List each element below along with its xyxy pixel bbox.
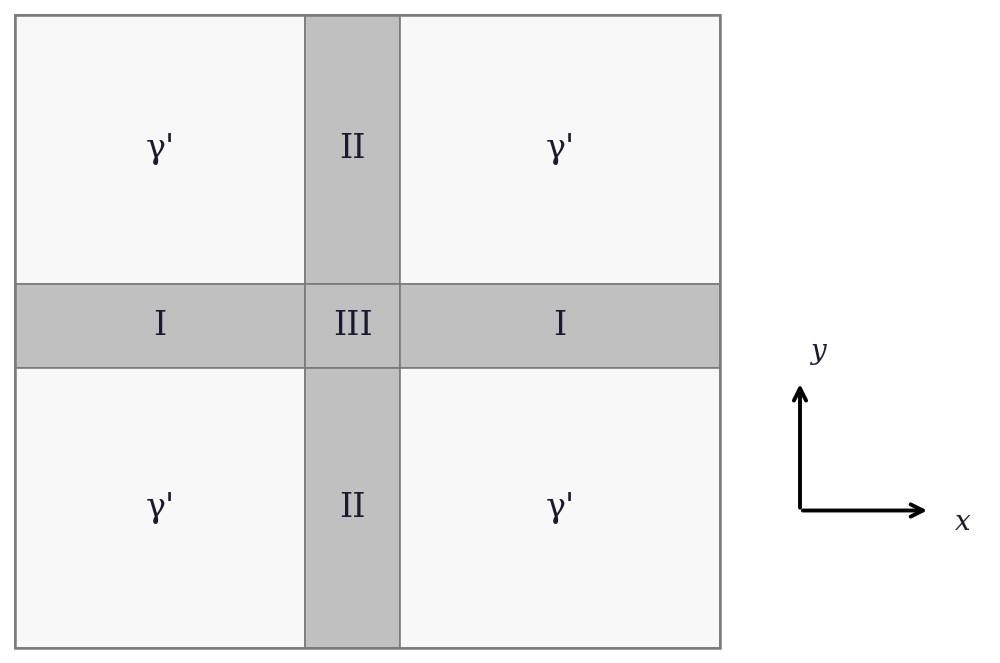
Bar: [305, 368, 400, 648]
Bar: [400, 368, 720, 648]
Text: II: II: [339, 492, 366, 524]
Text: y: y: [810, 337, 826, 365]
Bar: [400, 15, 720, 284]
Text: I: I: [153, 310, 167, 342]
Text: γ': γ': [145, 492, 175, 524]
Bar: [305, 15, 400, 284]
Text: x: x: [955, 509, 971, 536]
Text: I: I: [553, 310, 567, 342]
Bar: [15, 284, 305, 368]
Bar: [15, 15, 305, 284]
Bar: [15, 15, 720, 648]
Text: III: III: [333, 310, 372, 342]
Text: γ': γ': [145, 133, 175, 165]
Bar: [15, 368, 305, 648]
Bar: [305, 284, 400, 368]
Text: γ': γ': [545, 492, 575, 524]
Bar: [400, 284, 720, 368]
Text: II: II: [339, 133, 366, 165]
Text: γ': γ': [545, 133, 575, 165]
